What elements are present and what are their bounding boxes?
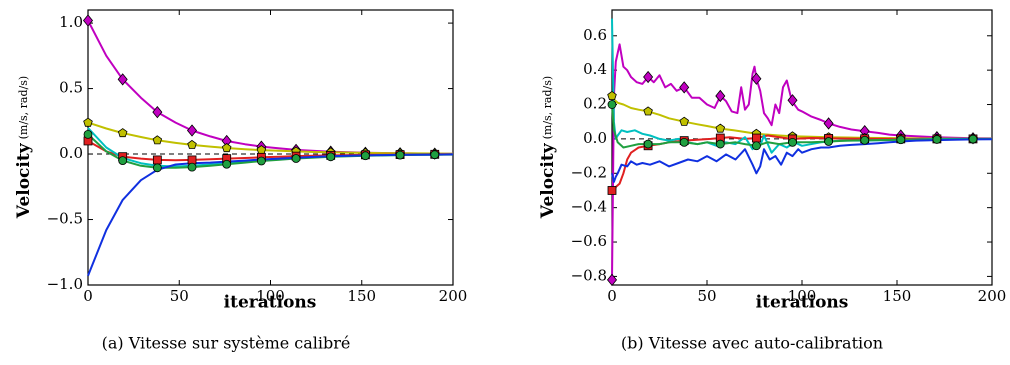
panel-a-series-1-marker bbox=[152, 135, 163, 145]
panel-b-y-tick-label: −0.6 bbox=[571, 232, 607, 250]
panel-b-y-tick-label: 0.0 bbox=[583, 129, 607, 147]
panel-a-series-4-marker bbox=[395, 150, 405, 160]
panel-a-y-tick-label: 0.0 bbox=[59, 144, 83, 162]
panel-b-x-tick-label: 50 bbox=[697, 287, 716, 305]
panel-b-x-tick-label: 150 bbox=[883, 287, 912, 305]
panel-a-series-1-marker bbox=[117, 128, 128, 138]
panel-a-series bbox=[82, 14, 454, 277]
panel-b-y-axis-label-main: Velocity bbox=[538, 142, 558, 219]
panel-b-series-4-marker bbox=[607, 100, 617, 109]
panel-b-series-4-marker bbox=[679, 137, 689, 147]
panel-a-x-axis-label: iterations bbox=[224, 293, 317, 313]
panel-b-series bbox=[606, 18, 993, 286]
panel-a-series-4-marker bbox=[291, 154, 301, 163]
panel-a-series-0-marker bbox=[187, 124, 198, 137]
panel-b-series-4-marker bbox=[752, 141, 761, 151]
panel-b-series-2-marker bbox=[607, 186, 617, 195]
panel-b-x-tick-label: 200 bbox=[978, 287, 1007, 305]
panel-b-series-4-marker bbox=[715, 139, 725, 149]
panel-a-x-tick-label: 50 bbox=[170, 287, 189, 305]
panel-b-series-2-marker bbox=[752, 133, 761, 143]
panel-a-y-axis-label: Velocity (m/s, rad/s) bbox=[14, 76, 34, 219]
panel-b-series-4-marker bbox=[968, 134, 978, 144]
panel-b-series-4-marker bbox=[788, 137, 797, 147]
panel-a-x-tick-label: 150 bbox=[347, 287, 376, 305]
panel-b-y-tick-label: 0.2 bbox=[583, 95, 607, 113]
panel-a-series-4-marker bbox=[222, 159, 232, 169]
panel-a-series-4-marker bbox=[152, 163, 162, 173]
panel-a-series-0-marker bbox=[117, 73, 128, 86]
panel-a-series-4-marker bbox=[83, 130, 93, 139]
panel-a-x-tick-label: 0 bbox=[83, 287, 93, 305]
panel-a-series-4-marker bbox=[187, 162, 197, 172]
panel-a-x-tick-label: 200 bbox=[439, 287, 468, 305]
panel-a-series-line-5 bbox=[87, 153, 454, 277]
panel-b-series-1-marker bbox=[643, 106, 653, 116]
panel-b-caption: (b) Vitesse avec auto-calibration bbox=[621, 334, 883, 353]
panel-a-y-tick-label: −1.0 bbox=[47, 275, 83, 293]
panel-b-y-tick-label: −0.8 bbox=[571, 266, 607, 284]
panel-b-plot-frame bbox=[611, 9, 993, 286]
panel-a-series-4-marker bbox=[430, 150, 440, 160]
panel-a-ticks: 0 50 100 150 200 −1.0 −0.5 0.0 0.5 1.0 bbox=[47, 10, 468, 305]
panel-b-series-1-marker bbox=[679, 116, 689, 126]
panel-b-series-4-marker bbox=[643, 139, 653, 149]
panel-b: 0 50 100 150 200 −0.8 −0.6 −0.4 −0.2 0.0 0.2 0.4 0.6… bbox=[538, 9, 1007, 353]
panel-b-ticks: 0 50 100 150 200 −0.8 −0.6 −0.4 −0.2 0.0 0.2 0.4 0.6 bbox=[571, 10, 1007, 305]
panel-b-series-0-marker bbox=[787, 94, 798, 107]
panel-a-series-4-marker bbox=[256, 156, 266, 166]
panel-a-y-axis-label-main: Velocity bbox=[14, 142, 34, 219]
panel-b-x-axis-label: iterations bbox=[756, 293, 849, 313]
panel-b-series-4-marker bbox=[932, 135, 942, 144]
panel-a-series-1-marker bbox=[187, 139, 197, 149]
panel-a-series-1-marker bbox=[83, 117, 93, 127]
panel-b-series-0-marker bbox=[823, 117, 834, 130]
panel-a-caption: (a) Vitesse sur système calibré bbox=[102, 334, 351, 353]
panel-b-y-axis-label: Velocity (m/s, rad/s) bbox=[538, 76, 558, 219]
panel-b-y-tick-label: 0.4 bbox=[583, 60, 607, 78]
panel-a-series-line-1 bbox=[87, 121, 454, 155]
panel-b-x-tick-label: 100 bbox=[788, 287, 817, 305]
panel-a-y-axis-label-unit: (m/s, rad/s) bbox=[17, 76, 30, 140]
panel-a-x-tick-label: 100 bbox=[256, 287, 285, 305]
panel-a-series-0-marker bbox=[82, 14, 94, 27]
panel-b-y-tick-label: −0.2 bbox=[571, 163, 607, 181]
panel-b-series-1-marker bbox=[715, 123, 726, 133]
panel-b-y-axis-label-unit: (m/s, rad/s) bbox=[541, 76, 554, 140]
panel-a-series-4-marker bbox=[326, 152, 336, 162]
panel-b-series-0-marker bbox=[751, 72, 762, 85]
panel-b-series-1-marker bbox=[607, 90, 617, 100]
panel-b-series-0-marker bbox=[643, 70, 654, 84]
panel-b-y-tick-label: 0.6 bbox=[583, 26, 607, 44]
panel-b-series-line-4 bbox=[611, 104, 993, 149]
panel-a-series-0-marker bbox=[152, 106, 163, 119]
panel-b-y-tick-label: −0.4 bbox=[571, 198, 607, 216]
panel-b-series-0-marker bbox=[679, 81, 690, 94]
panel-a-y-tick-label: 1.0 bbox=[59, 13, 83, 31]
panel-a-y-tick-label: 0.5 bbox=[59, 79, 83, 97]
panel-a-series-4-marker bbox=[118, 156, 128, 165]
panel-b-series-4-marker bbox=[824, 137, 833, 146]
panel-a-series-2-marker bbox=[187, 155, 197, 165]
panel-b-x-tick-label: 0 bbox=[607, 287, 617, 305]
panel-a-series-4-marker bbox=[360, 151, 370, 161]
panel-a-series-1-marker bbox=[221, 143, 232, 153]
panel-b-series-4-marker bbox=[896, 135, 906, 145]
panel-b-series-0-marker bbox=[715, 89, 726, 103]
panel-a-series-2-marker bbox=[152, 155, 162, 165]
panel-b-series-0-marker bbox=[606, 273, 618, 286]
panel-a: 0 50 100 150 200 −1.0 −0.5 0.0 0.5 1.0 iterations… bbox=[14, 9, 468, 353]
panel-b-series-4-marker bbox=[860, 135, 870, 145]
panel-b-series-line-5 bbox=[611, 138, 993, 183]
panel-a-y-tick-label: −0.5 bbox=[47, 210, 83, 228]
